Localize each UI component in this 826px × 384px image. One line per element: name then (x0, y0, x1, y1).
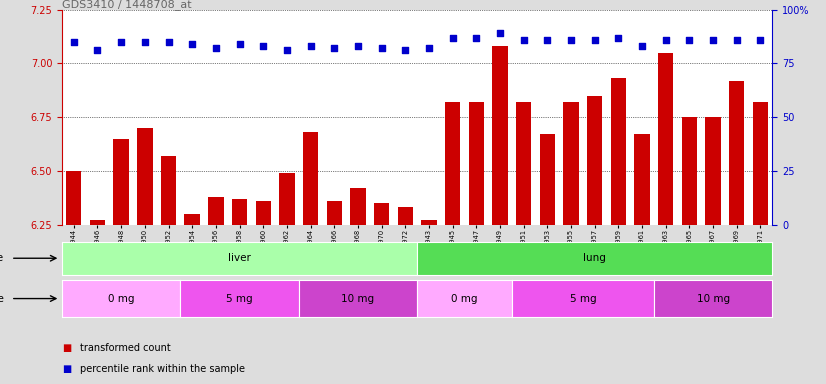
Bar (66, 171, 82, 225)
Bar (445, 102, 460, 225)
Bar (634, 134, 650, 225)
Bar (208, 197, 224, 225)
Bar (752, 102, 768, 225)
Point (612, 35, 625, 41)
Point (470, 35, 483, 41)
Point (588, 36, 601, 43)
Text: 10 mg: 10 mg (341, 293, 374, 304)
Text: ■: ■ (62, 364, 71, 374)
Bar (658, 53, 673, 225)
Bar (705, 117, 721, 225)
Bar (255, 201, 271, 225)
Point (162, 39, 175, 45)
Bar (350, 188, 366, 225)
Bar (492, 46, 508, 225)
Text: 10 mg: 10 mg (696, 293, 729, 304)
Point (493, 30, 506, 36)
Bar (729, 81, 744, 225)
Point (683, 36, 696, 43)
Text: 0 mg: 0 mg (108, 293, 135, 304)
Point (422, 45, 435, 51)
Bar (326, 201, 342, 225)
Bar (610, 78, 626, 225)
Text: liver: liver (228, 253, 251, 263)
Bar (303, 132, 318, 225)
Bar (161, 156, 176, 225)
Bar (397, 207, 413, 225)
Bar (563, 102, 579, 225)
Point (399, 47, 412, 53)
Bar (421, 220, 437, 225)
Bar (516, 102, 531, 225)
Text: tissue: tissue (0, 253, 4, 263)
Text: 0 mg: 0 mg (451, 293, 477, 304)
Point (659, 36, 672, 43)
Point (304, 43, 317, 49)
Point (233, 41, 246, 47)
Bar (681, 117, 697, 225)
Bar (184, 214, 200, 225)
Bar (587, 96, 602, 225)
Bar (279, 173, 295, 225)
Point (446, 35, 459, 41)
Bar (90, 220, 105, 225)
Point (115, 39, 128, 45)
Text: transformed count: transformed count (80, 343, 171, 353)
Bar (137, 128, 153, 225)
Bar (113, 139, 129, 225)
Point (754, 36, 767, 43)
Point (541, 36, 554, 43)
Text: GDS3410 / 1448708_at: GDS3410 / 1448708_at (62, 0, 192, 10)
Point (67, 39, 80, 45)
Point (186, 41, 199, 47)
Point (517, 36, 530, 43)
Text: dose: dose (0, 293, 4, 304)
Bar (232, 199, 247, 225)
Point (91, 47, 104, 53)
Bar (374, 203, 389, 225)
Text: lung: lung (583, 253, 606, 263)
Point (635, 43, 648, 49)
Point (706, 36, 719, 43)
Point (375, 45, 388, 51)
Text: 5 mg: 5 mg (570, 293, 596, 304)
Point (351, 43, 364, 49)
Point (328, 45, 341, 51)
Bar (539, 134, 555, 225)
Point (209, 45, 222, 51)
Text: 5 mg: 5 mg (226, 293, 253, 304)
Text: percentile rank within the sample: percentile rank within the sample (80, 364, 245, 374)
Point (730, 36, 743, 43)
Point (138, 39, 151, 45)
Text: ■: ■ (62, 343, 71, 353)
Point (257, 43, 270, 49)
Point (564, 36, 577, 43)
Point (280, 47, 293, 53)
Bar (468, 102, 484, 225)
